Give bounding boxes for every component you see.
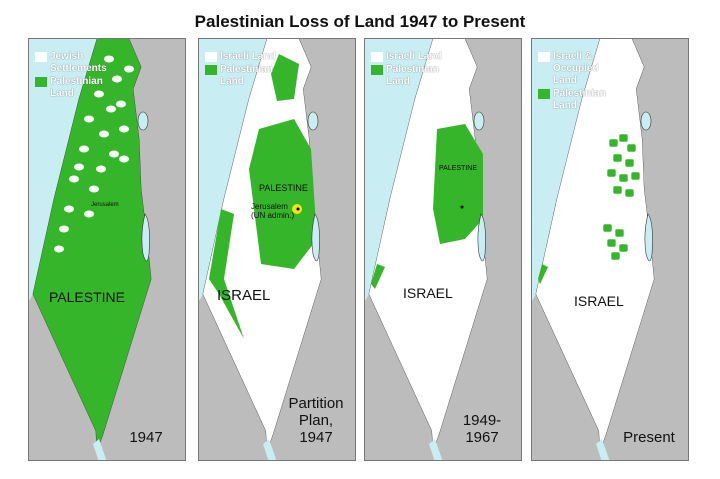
map-graphic [199, 39, 355, 460]
legend-item: Palestinian Land [371, 64, 458, 88]
map-graphic [532, 39, 688, 460]
legend-label: Jewish Settlements [50, 51, 107, 74]
map-label-main: PALESTINE [49, 289, 125, 305]
legend-swatch [371, 65, 383, 75]
legend-swatch [538, 89, 550, 99]
legend-swatch [35, 77, 47, 87]
legend-swatch [371, 52, 383, 62]
panel-caption: 1947 [129, 429, 163, 446]
legend-swatch [538, 52, 550, 62]
legend-label: Israeli Land [386, 51, 442, 62]
map-label-main: ISRAEL [574, 293, 624, 309]
panel-caption: Partition Plan, 1947 [288, 395, 344, 446]
map-label-region: PALESTINE [259, 183, 308, 193]
legend-label: Israeli Land [220, 51, 276, 62]
map-panel-4: Israeli & Occupied Land Palestinian Land I… [531, 38, 689, 461]
legend-label: Palestinian Land [220, 64, 273, 87]
legend-item: Israeli Land [371, 51, 458, 63]
map-legend: Israeli & Occupied Land Palestinian Land [538, 51, 625, 113]
map-label-city: Jerusalem [91, 202, 119, 208]
panel-caption: Present [623, 429, 675, 446]
map-panel-2: Israeli Land Palestinian Land ISRAEL PALEST… [198, 38, 356, 461]
legend-swatch [35, 52, 47, 62]
legend-label: Israeli & Occupied Land [553, 51, 599, 86]
legend-item: Israeli Land [205, 51, 292, 63]
map-title: Palestinian Loss of Land 1947 to Present [194, 12, 526, 31]
legend-label: Palestinian Land [553, 88, 606, 111]
map-graphic [365, 39, 521, 460]
map-legend: Israeli Land Palestinian Land [205, 51, 292, 89]
map-label-main: ISRAEL [217, 287, 271, 304]
map-panel-1: Jewish Settlements Palestinian Land PALEST… [28, 38, 186, 461]
legend-item: Jewish Settlements [35, 51, 122, 75]
legend-item: Palestinian Land [35, 76, 122, 100]
map-legend: Israeli Land Palestinian Land [371, 51, 458, 89]
map-label-city: Jerusalem (UN admin.) [251, 202, 295, 220]
legend-item: Israeli & Occupied Land [538, 51, 625, 87]
legend-label: Palestinian Land [50, 76, 103, 99]
map-label-main: ISRAEL [403, 285, 453, 301]
map-graphic [29, 39, 185, 460]
map-legend: Jewish Settlements Palestinian Land [35, 51, 122, 101]
legend-label: Palestinian Land [386, 64, 439, 87]
legend-swatch [205, 52, 217, 62]
legend-item: Palestinian Land [205, 64, 292, 88]
panel-caption: 1949-1967 [462, 412, 502, 446]
map-label-region: PALESTINE [439, 165, 477, 172]
legend-item: Palestinian Land [538, 88, 625, 112]
map-panel-3: Israeli Land Palestinian Land ISRAEL PALEST… [364, 38, 522, 461]
legend-swatch [205, 65, 217, 75]
